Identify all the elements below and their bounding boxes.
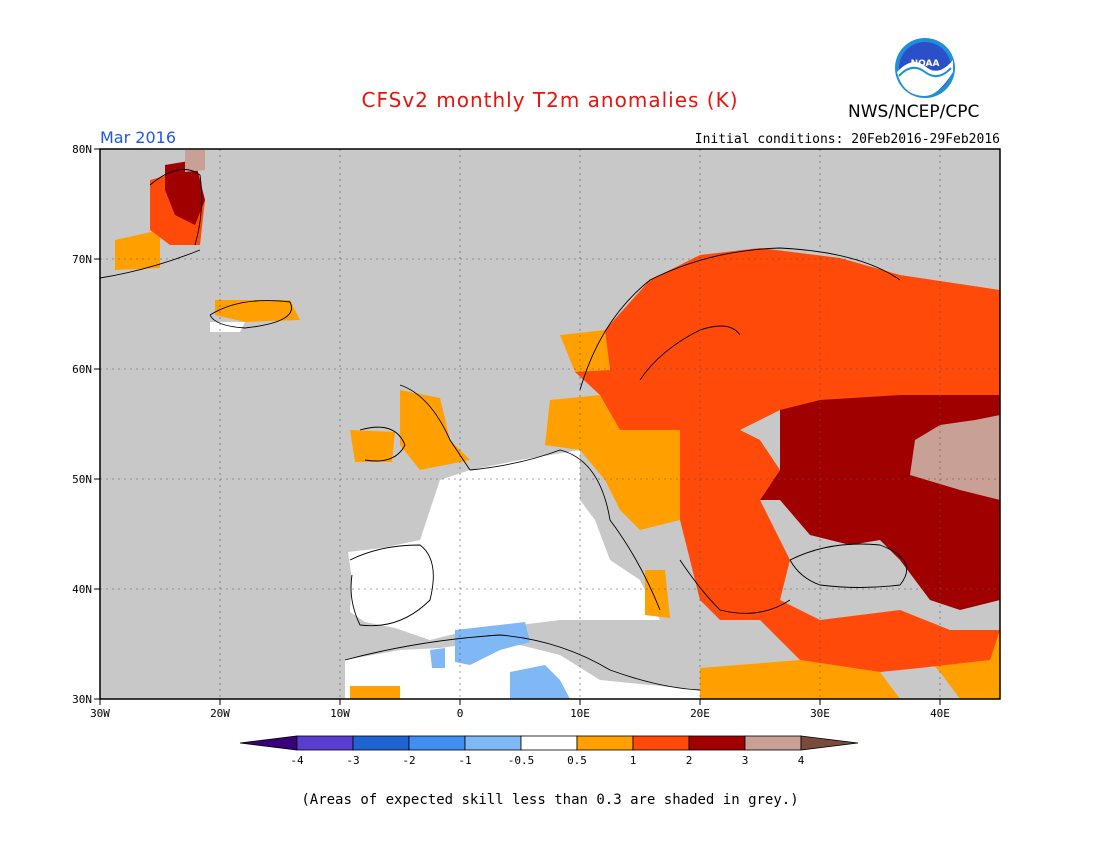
colorbar-label: -4 — [290, 754, 304, 767]
lon-label: 40E — [930, 707, 950, 720]
colorbar-swatch — [576, 735, 634, 751]
colorbar-swatch — [520, 735, 578, 751]
lat-label: 40N — [72, 583, 92, 596]
lon-label: 20E — [690, 707, 710, 720]
lon-label: 30W — [90, 707, 110, 720]
lon-label: 30E — [810, 707, 830, 720]
colorbar-swatch — [688, 735, 746, 751]
lon-label: 10E — [570, 707, 590, 720]
agency-label: NWS/NCEP/CPC — [848, 102, 980, 122]
colorbar-label: -2 — [402, 754, 415, 767]
lat-label: 30N — [72, 693, 92, 706]
graticule — [100, 149, 1000, 699]
noaa-logo-icon: NOAA — [895, 38, 955, 98]
colorbar-max-arrow — [800, 735, 859, 751]
colorbar-swatch — [408, 735, 466, 751]
colorbar-swatch — [744, 735, 802, 751]
lon-label: 0 — [457, 707, 464, 720]
colorbar-label: 3 — [742, 754, 749, 767]
warm-anomaly-1-2 — [150, 168, 1000, 672]
colorbar-label: 2 — [686, 754, 693, 767]
svg-text:NOAA: NOAA — [911, 59, 940, 69]
colorbar-label: 0.5 — [567, 754, 587, 767]
initial-conditions-label: Initial conditions: 20Feb2016-29Feb2016 — [694, 132, 1000, 147]
light-cold-anomaly — [430, 622, 570, 699]
latitude-labels: 30N 40N 50N 60N 70N 80N — [72, 143, 92, 706]
colorbar-swatch — [296, 735, 354, 751]
colorbar-swatch — [352, 735, 410, 751]
colorbar-label: 1 — [630, 754, 637, 767]
colorbar-label: -3 — [346, 754, 359, 767]
colorbar-label: -1 — [458, 754, 471, 767]
lat-label: 80N — [72, 143, 92, 156]
month-label: Mar 2016 — [100, 128, 176, 147]
coastlines — [99, 168, 908, 691]
colorbar-label: -0.5 — [508, 754, 535, 767]
colorbar-swatch — [632, 735, 690, 751]
map-title: CFSv2 monthly T2m anomalies (K) — [361, 88, 739, 112]
colorbar-label: 4 — [798, 754, 805, 767]
map-panel: 30W 20W 10W 0 10E 20E 30E 40E 30N 40N 50… — [72, 143, 1001, 720]
colorbar-min-arrow — [239, 735, 298, 751]
lon-label: 10W — [330, 707, 350, 720]
colorbar: -4 -3 -2 -1 -0.5 0.5 1 2 3 4 — [239, 735, 859, 767]
lat-label: 60N — [72, 363, 92, 376]
longitude-labels: 30W 20W 10W 0 10E 20E 30E 40E — [90, 707, 950, 720]
axis-ticks — [94, 148, 941, 705]
warm-anomaly-0.5-1 — [115, 230, 1000, 699]
lat-label: 70N — [72, 253, 92, 266]
colorbar-swatch — [464, 735, 522, 751]
lat-label: 50N — [72, 473, 92, 486]
lon-label: 20W — [210, 707, 230, 720]
footnote: (Areas of expected skill less than 0.3 a… — [301, 792, 799, 808]
